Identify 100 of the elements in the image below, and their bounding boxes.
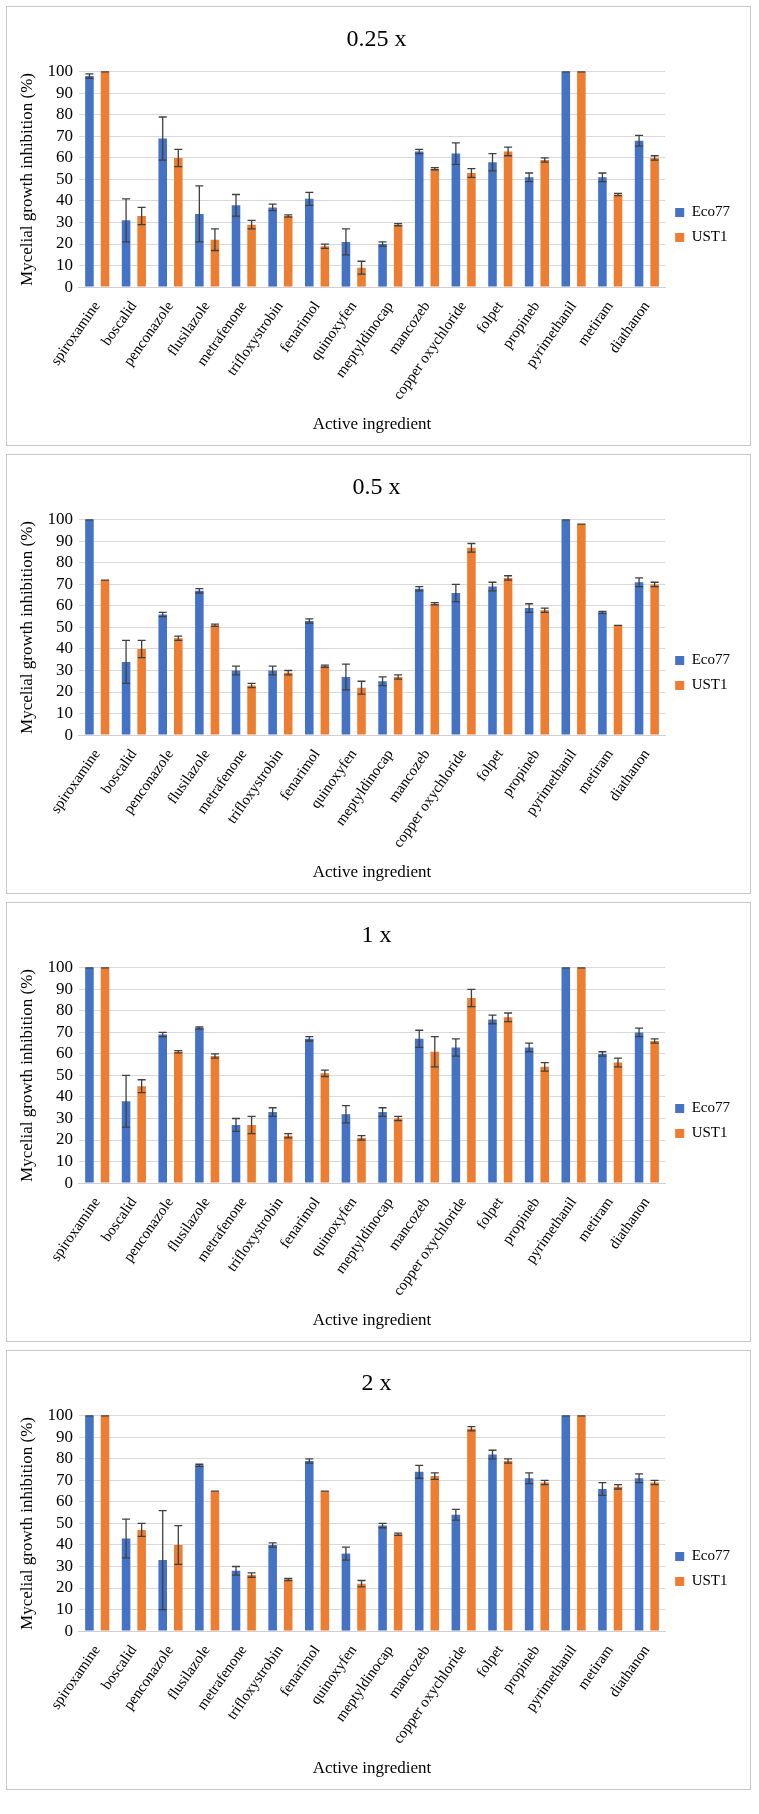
bar xyxy=(247,685,256,735)
y-tick-label: 0 xyxy=(64,1620,73,1640)
bar xyxy=(650,584,659,735)
bar xyxy=(577,967,586,1183)
bar xyxy=(503,151,513,287)
bar xyxy=(137,648,146,735)
y-tick-label: 60 xyxy=(55,1043,73,1063)
bar xyxy=(85,1415,94,1631)
y-tick-label: 20 xyxy=(55,1577,73,1597)
bar xyxy=(231,670,241,735)
bar xyxy=(414,1471,424,1631)
y-tick-label: 20 xyxy=(55,1129,73,1149)
y-tick-label: 30 xyxy=(55,659,73,679)
bar xyxy=(430,603,440,735)
bar xyxy=(158,1034,167,1183)
legend-label: UST1 xyxy=(691,228,728,245)
bar xyxy=(451,593,461,735)
bar xyxy=(247,1124,256,1183)
y-tick-label: 80 xyxy=(55,552,73,572)
bar xyxy=(414,1038,424,1183)
y-tick-label: 0 xyxy=(64,276,73,296)
y-tick-label: 90 xyxy=(55,82,73,102)
bar xyxy=(174,1051,183,1183)
bar xyxy=(430,1476,440,1631)
bar xyxy=(524,1047,534,1183)
bar xyxy=(158,614,167,735)
legend-label: Eco77 xyxy=(691,203,731,220)
y-tick-label: 60 xyxy=(55,1491,73,1511)
bar xyxy=(650,1482,659,1631)
y-tick-label: 60 xyxy=(55,147,73,167)
y-tick-label: 40 xyxy=(55,1534,73,1554)
legend-label: Eco77 xyxy=(691,1547,731,1564)
y-tick-label: 100 xyxy=(47,61,73,81)
chart-title: 0.5 x xyxy=(352,472,401,499)
bar xyxy=(634,140,644,287)
bar xyxy=(100,967,110,1183)
bar xyxy=(467,1428,476,1631)
bar xyxy=(414,588,424,735)
bar xyxy=(393,676,403,735)
bar xyxy=(357,687,366,735)
bar xyxy=(524,177,534,287)
bar xyxy=(305,198,314,287)
bar xyxy=(598,177,607,287)
y-tick-label: 90 xyxy=(55,978,73,998)
bar xyxy=(598,1489,607,1631)
y-tick-label: 0 xyxy=(64,1172,73,1192)
y-tick-label: 50 xyxy=(55,1064,73,1084)
chart-title: 0.25 x xyxy=(346,24,407,51)
x-axis-title: Active ingredient xyxy=(312,1310,432,1330)
bar xyxy=(195,1465,204,1631)
bar xyxy=(283,672,293,735)
bar xyxy=(195,213,204,287)
bar xyxy=(503,1017,513,1183)
bar xyxy=(378,1112,387,1183)
bar xyxy=(451,1514,461,1631)
bar xyxy=(540,610,549,735)
bar xyxy=(524,608,534,735)
bar xyxy=(195,1028,204,1183)
bar xyxy=(577,71,586,287)
bar xyxy=(247,1575,256,1631)
bar xyxy=(561,71,571,287)
bar xyxy=(414,151,424,287)
y-tick-label: 40 xyxy=(55,638,73,658)
bar xyxy=(393,1534,403,1631)
bar xyxy=(210,1491,220,1631)
x-axis-title: Active ingredient xyxy=(312,414,432,434)
bar xyxy=(85,76,94,287)
y-tick-label: 30 xyxy=(55,211,73,231)
bar xyxy=(100,580,110,735)
legend-label: UST1 xyxy=(691,676,728,693)
bar xyxy=(268,1112,277,1183)
bar xyxy=(85,519,94,735)
bar xyxy=(540,1066,549,1183)
y-tick-label: 90 xyxy=(55,530,73,550)
bar xyxy=(577,1415,586,1631)
bar xyxy=(598,1053,607,1183)
bar xyxy=(613,194,623,287)
y-tick-label: 90 xyxy=(55,1426,73,1446)
y-tick-label: 10 xyxy=(55,1599,73,1619)
bar xyxy=(158,1560,167,1631)
bar xyxy=(378,244,387,287)
x-axis-title: Active ingredient xyxy=(312,862,432,882)
y-tick-label: 40 xyxy=(55,190,73,210)
bar xyxy=(634,1032,644,1183)
bar xyxy=(540,160,549,287)
bar xyxy=(137,216,146,287)
bar xyxy=(268,1544,277,1631)
bar xyxy=(283,216,293,287)
bar xyxy=(320,666,330,735)
bar xyxy=(320,246,330,287)
bar xyxy=(488,1454,497,1631)
bar xyxy=(488,586,497,735)
bar xyxy=(283,1579,293,1631)
bar xyxy=(174,157,183,287)
bar xyxy=(430,168,440,287)
legend-label: Eco77 xyxy=(691,651,731,668)
bar xyxy=(503,1461,513,1631)
bar xyxy=(341,1114,351,1183)
bar xyxy=(393,224,403,287)
bar xyxy=(305,1038,314,1183)
